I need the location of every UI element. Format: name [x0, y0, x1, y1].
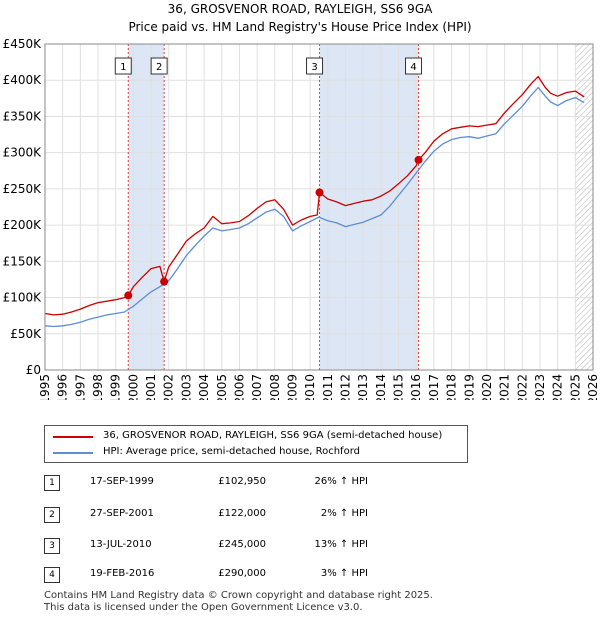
x-tick-label: 2004	[197, 374, 211, 400]
x-tick-label: 2017	[427, 374, 441, 400]
x-tick-label: 2020	[480, 374, 494, 400]
price-chart: 1 2 3 4 £0 £50K £100K £150K £200K £250K £300K £350…	[3, 37, 600, 400]
x-tick-label: 2007	[250, 374, 264, 400]
transaction-number: 3	[44, 538, 60, 554]
ownership-shade	[128, 44, 165, 370]
plot-frame	[44, 43, 594, 371]
x-tick-label: 2009	[285, 374, 299, 400]
x-tick-label: 2012	[339, 374, 353, 400]
transaction-number: 1	[44, 475, 60, 491]
sale-number-box	[306, 57, 324, 75]
transaction-number: 4	[44, 567, 60, 583]
sale-number-label: 3	[311, 62, 317, 73]
sale-number-box	[150, 57, 168, 75]
x-tick-label: 2014	[374, 374, 388, 400]
x-tick-label: 2001	[144, 374, 158, 400]
y-tick-label: £300K	[3, 146, 43, 160]
transaction-date: 27-SEP-2001	[90, 508, 154, 519]
property-price-line	[44, 75, 585, 316]
legend-hpi-label: HPI: Average price, semi-detached house,…	[103, 446, 360, 457]
y-tick-label: £400K	[3, 73, 43, 87]
transaction-hpi: 26% ↑ HPI	[314, 476, 368, 487]
x-tick-label: 2016	[409, 374, 423, 400]
x-tick-label: 1996	[56, 374, 70, 400]
y-tick-label: £250K	[3, 182, 43, 196]
transaction-price: £290,000	[218, 568, 266, 579]
x-tick-label: 2021	[498, 374, 512, 400]
sale-number-label: 1	[120, 62, 126, 73]
transaction-price: £102,950	[218, 476, 266, 487]
sale-point	[124, 291, 133, 300]
x-tick-label: 2023	[533, 374, 547, 400]
legend-property-label: 36, GROSVENOR ROAD, RAYLEIGH, SS6 9GA (s…	[103, 430, 443, 441]
transaction-price: £122,000	[218, 508, 266, 519]
transaction-number: 2	[44, 507, 60, 523]
y-tick-label: £0	[26, 363, 41, 377]
sale-number-label: 2	[156, 62, 162, 73]
x-tick-label: 2024	[551, 374, 565, 400]
x-tick-label: 2019	[462, 374, 476, 400]
x-tick-label: 1998	[91, 374, 105, 400]
x-tick-label: 2018	[445, 374, 459, 400]
y-tick-label: £100K	[3, 291, 43, 305]
ownership-shade	[319, 44, 419, 370]
sale-point	[414, 155, 423, 164]
transaction-date: 13-JUL-2010	[90, 539, 152, 550]
x-tick-label: 2025	[568, 374, 582, 400]
x-tick-label: 2022	[515, 374, 529, 400]
chart-subtitle: Price paid vs. HM Land Registry's House …	[128, 20, 472, 34]
transaction-date: 19-FEB-2016	[90, 568, 155, 579]
x-tick-label: 1997	[73, 374, 87, 400]
transaction-price: £245,000	[218, 539, 266, 550]
sale-point	[160, 277, 169, 286]
transaction-hpi: 2% ↑ HPI	[320, 508, 368, 519]
hatched-region	[575, 44, 593, 370]
sale-number-box	[114, 57, 132, 75]
x-tick-label: 2005	[215, 374, 229, 400]
x-tick-label: 1995	[38, 374, 52, 400]
y-tick-label: £450K	[3, 37, 43, 51]
hpi-line	[44, 86, 585, 328]
x-tick-label: 2010	[303, 374, 317, 400]
x-tick-label: 2008	[268, 374, 282, 400]
legend: 36, GROSVENOR ROAD, RAYLEIGH, SS6 9GA (s…	[44, 425, 468, 463]
y-tick-label: £150K	[3, 254, 43, 268]
x-tick-label: 1999	[109, 374, 123, 400]
x-tick-label: 2011	[321, 374, 335, 400]
sale-number-label: 4	[410, 62, 416, 73]
x-tick-label: 2000	[126, 374, 140, 400]
y-tick-label: £200K	[3, 218, 43, 232]
y-tick-label: £350K	[3, 109, 43, 123]
x-tick-label: 2015	[392, 374, 406, 400]
sale-number-box	[405, 57, 423, 75]
x-tick-label: 2006	[232, 374, 246, 400]
legend-property-swatch	[53, 436, 93, 438]
y-tick-label: £50K	[10, 327, 42, 341]
transaction-date: 17-SEP-1999	[90, 476, 154, 487]
footer-licence: This data is licensed under the Open Gov…	[44, 602, 363, 613]
footer-copyright: Contains HM Land Registry data © Crown c…	[44, 590, 433, 601]
x-tick-label: 2013	[356, 374, 370, 400]
transaction-hpi: 3% ↑ HPI	[320, 568, 368, 579]
legend-hpi-swatch	[53, 452, 93, 454]
x-tick-label: 2026	[586, 374, 600, 400]
x-tick-label: 2003	[179, 374, 193, 400]
chart-title: 36, GROSVENOR ROAD, RAYLEIGH, SS6 9GA	[167, 2, 433, 16]
transaction-hpi: 13% ↑ HPI	[314, 539, 368, 550]
x-tick-label: 2002	[162, 374, 176, 400]
sale-point	[315, 188, 324, 197]
